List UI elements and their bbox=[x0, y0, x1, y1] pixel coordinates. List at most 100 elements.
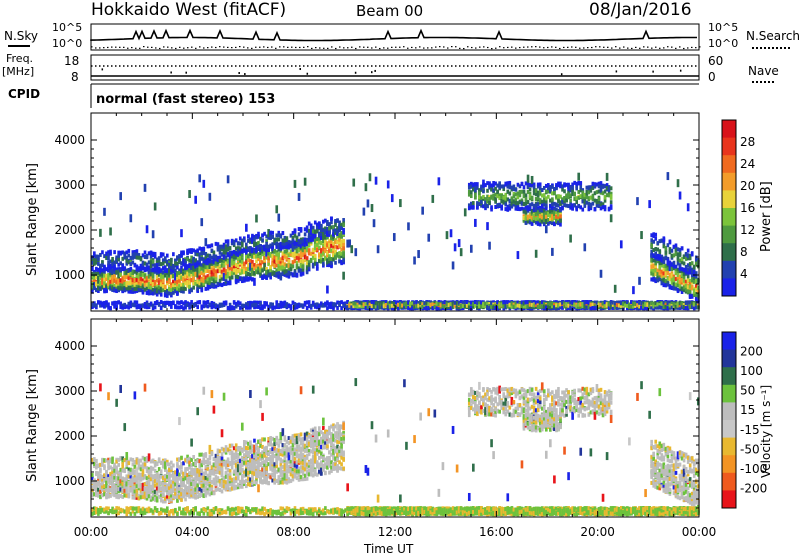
noise-search-dot bbox=[415, 47, 417, 48]
power-pixel bbox=[146, 225, 149, 233]
power-pixel bbox=[474, 193, 477, 197]
power-pixel bbox=[312, 226, 315, 230]
freq-dot bbox=[185, 72, 187, 74]
power-pixel bbox=[200, 288, 203, 292]
freq-dot bbox=[680, 70, 682, 72]
power-pixel bbox=[531, 196, 534, 200]
power-pixel bbox=[486, 222, 489, 230]
power-pixel bbox=[508, 191, 511, 195]
noise-search-dot bbox=[571, 46, 573, 47]
power-pixel bbox=[314, 258, 317, 262]
noise-search-dot bbox=[127, 48, 129, 49]
power-pixel bbox=[152, 260, 155, 264]
noise-search-dot bbox=[323, 48, 325, 49]
power-pixel bbox=[571, 186, 574, 190]
noise-search-dot bbox=[243, 47, 245, 48]
noise-search-dot bbox=[331, 46, 333, 47]
power-pixel bbox=[227, 239, 230, 243]
power-pixel bbox=[391, 194, 394, 202]
noise-search-dot bbox=[535, 46, 537, 47]
noise-search-dot bbox=[507, 47, 509, 48]
noise-search-dot bbox=[639, 48, 641, 49]
power-pixel bbox=[298, 232, 301, 236]
power-pixel bbox=[202, 180, 205, 188]
power-pixel bbox=[306, 225, 309, 229]
noise-search-dot bbox=[503, 47, 505, 48]
power-pixel bbox=[478, 191, 481, 195]
power-pixel bbox=[170, 305, 173, 309]
power-pixel bbox=[136, 249, 139, 253]
noise-search-dot bbox=[139, 48, 141, 49]
power-pixel bbox=[446, 231, 449, 239]
power-pixel bbox=[551, 248, 554, 256]
power-pixel bbox=[227, 175, 230, 183]
noise-search-dot bbox=[583, 47, 585, 48]
noise-search-dot bbox=[263, 46, 265, 47]
power-pixel bbox=[363, 208, 366, 216]
power-pixel bbox=[296, 273, 299, 277]
power-pixel bbox=[294, 180, 297, 188]
freq-dot bbox=[307, 73, 309, 75]
noise-search-dot bbox=[131, 47, 133, 48]
noise-search-dot bbox=[247, 47, 249, 48]
noise-search-dot bbox=[107, 47, 109, 48]
noise-search-dot bbox=[483, 46, 485, 47]
power-pixel bbox=[290, 306, 293, 310]
noise-search-dot bbox=[355, 48, 357, 49]
noise-search-dot bbox=[303, 47, 305, 48]
noise-search-dot bbox=[699, 46, 701, 47]
noise-search-dot bbox=[623, 46, 625, 47]
noise-search-dot bbox=[187, 47, 189, 48]
noise-search-dot bbox=[391, 47, 393, 48]
power-pixel bbox=[365, 183, 368, 191]
power-pixel bbox=[438, 177, 441, 185]
power-pixel bbox=[300, 227, 303, 231]
power-pixel bbox=[575, 200, 578, 204]
power-pixel bbox=[373, 219, 376, 227]
noise-search-dot bbox=[267, 47, 269, 48]
noise-search-dot bbox=[447, 47, 449, 48]
noise-search-dot bbox=[283, 46, 285, 47]
power-pixel bbox=[192, 286, 195, 290]
power-pixel bbox=[326, 286, 329, 294]
noise-search-dot bbox=[119, 47, 121, 48]
noise-search-dot bbox=[179, 47, 181, 48]
power-pixel bbox=[314, 254, 317, 258]
power-pixel bbox=[215, 273, 218, 277]
power-pixel bbox=[369, 173, 372, 181]
power-pixel bbox=[427, 234, 430, 242]
power-pixel bbox=[200, 218, 203, 226]
power-pixel bbox=[535, 250, 538, 258]
noise-search-dot bbox=[227, 47, 229, 48]
noise-search-dot bbox=[255, 47, 257, 48]
noise-search-dot bbox=[563, 47, 565, 48]
freq-dot bbox=[374, 70, 376, 72]
noise-search-dot bbox=[143, 46, 145, 47]
power-pixel bbox=[160, 293, 163, 297]
power-pixel bbox=[407, 222, 410, 230]
noise-search-dot bbox=[419, 46, 421, 47]
power-pixel bbox=[271, 231, 274, 235]
power-pixel bbox=[342, 251, 345, 255]
noise-search-dot bbox=[543, 47, 545, 48]
noise-search-dot bbox=[655, 47, 657, 48]
noise-search-dot bbox=[279, 46, 281, 47]
power-pixel bbox=[182, 250, 185, 254]
power-pixel bbox=[523, 185, 526, 189]
power-pixel bbox=[559, 223, 562, 227]
power-pixel bbox=[119, 192, 122, 200]
power-pixel bbox=[308, 300, 311, 304]
power-pixel bbox=[97, 257, 100, 261]
power-pixel bbox=[109, 250, 112, 254]
power-pixel bbox=[304, 232, 307, 236]
frequency-nave-trace bbox=[91, 66, 699, 76]
noise-search-dot bbox=[219, 46, 221, 47]
noise-search-dot bbox=[259, 47, 261, 48]
power-pixel bbox=[328, 230, 331, 234]
power-pixel bbox=[399, 199, 402, 207]
power-pixel bbox=[298, 193, 301, 201]
noise-search-dot bbox=[479, 47, 481, 48]
power-pixel bbox=[371, 204, 374, 212]
power-pixel bbox=[559, 214, 562, 218]
